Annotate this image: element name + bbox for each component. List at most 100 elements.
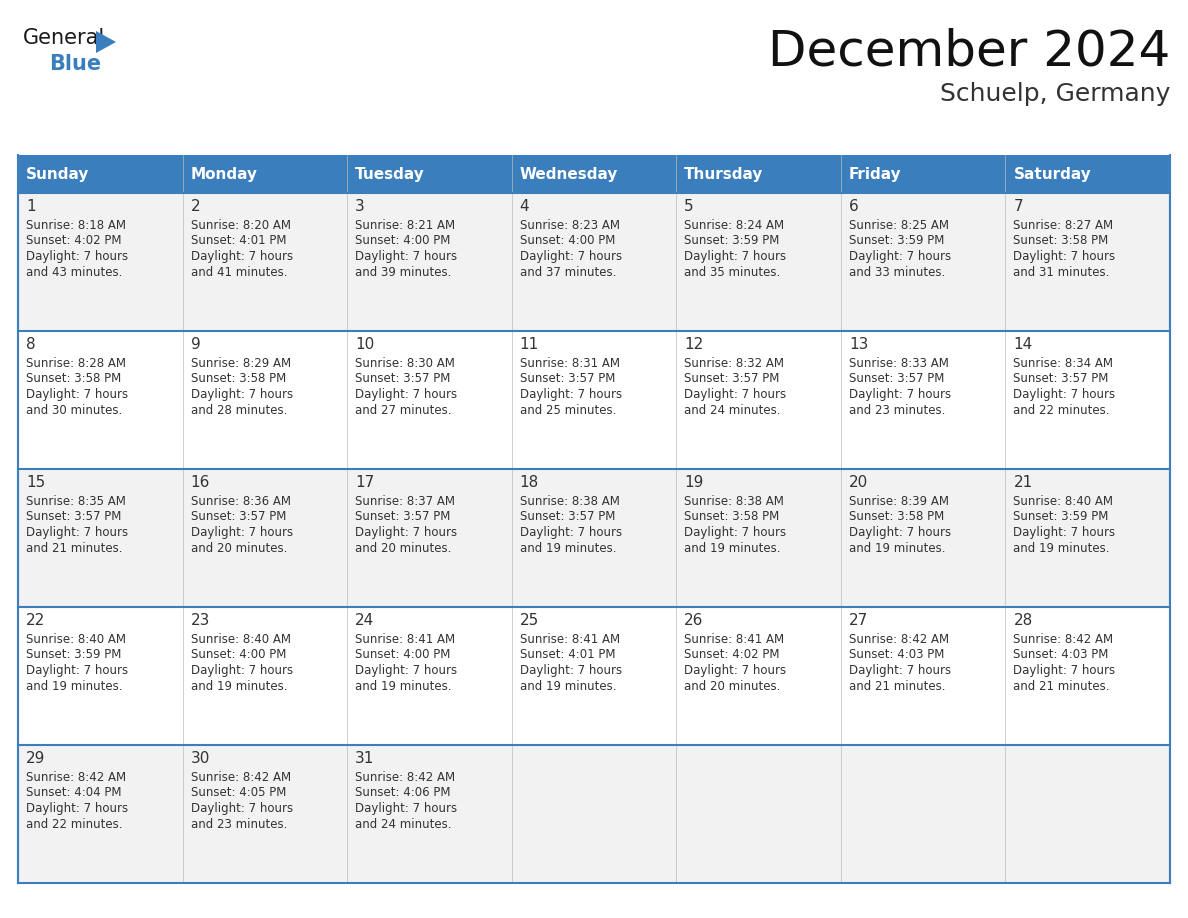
Bar (512, 607, 676, 745)
Text: Sunset: 3:57 PM: Sunset: 3:57 PM (519, 373, 615, 386)
Text: Sunrise: 8:40 AM: Sunrise: 8:40 AM (26, 633, 126, 646)
Text: and 25 minutes.: and 25 minutes. (519, 404, 617, 417)
Text: 14: 14 (1013, 337, 1032, 352)
Text: Daylight: 7 hours: Daylight: 7 hours (355, 526, 457, 539)
Text: Sunset: 3:57 PM: Sunset: 3:57 PM (26, 510, 121, 523)
Text: Sunrise: 8:28 AM: Sunrise: 8:28 AM (26, 357, 126, 370)
Text: Tuesday: Tuesday (355, 166, 425, 182)
Text: and 22 minutes.: and 22 minutes. (26, 818, 122, 831)
Text: 19: 19 (684, 475, 703, 490)
Text: 24: 24 (355, 613, 374, 628)
Text: 30: 30 (190, 751, 210, 766)
Text: Sunrise: 8:40 AM: Sunrise: 8:40 AM (190, 633, 291, 646)
Bar (18, 331, 183, 469)
Text: and 37 minutes.: and 37 minutes. (519, 265, 617, 278)
Text: Sunrise: 8:27 AM: Sunrise: 8:27 AM (1013, 219, 1113, 232)
Bar (841, 469, 1005, 607)
Text: Sunrise: 8:33 AM: Sunrise: 8:33 AM (849, 357, 949, 370)
Text: Sunset: 3:58 PM: Sunset: 3:58 PM (684, 510, 779, 523)
Text: Daylight: 7 hours: Daylight: 7 hours (355, 388, 457, 401)
Text: Sunset: 4:03 PM: Sunset: 4:03 PM (1013, 648, 1108, 662)
Text: and 43 minutes.: and 43 minutes. (26, 265, 122, 278)
Text: Daylight: 7 hours: Daylight: 7 hours (190, 250, 292, 263)
Text: Daylight: 7 hours: Daylight: 7 hours (684, 250, 786, 263)
Bar (512, 155, 676, 193)
Text: and 28 minutes.: and 28 minutes. (190, 404, 287, 417)
Text: Daylight: 7 hours: Daylight: 7 hours (26, 802, 128, 815)
Text: Daylight: 7 hours: Daylight: 7 hours (684, 664, 786, 677)
Text: Sunset: 3:58 PM: Sunset: 3:58 PM (849, 510, 944, 523)
Text: Wednesday: Wednesday (519, 166, 618, 182)
Text: Sunset: 4:00 PM: Sunset: 4:00 PM (355, 234, 450, 248)
Text: 7: 7 (1013, 199, 1023, 214)
Text: 29: 29 (26, 751, 45, 766)
Text: General: General (23, 28, 106, 48)
Text: Monday: Monday (190, 166, 258, 182)
Bar (18, 193, 183, 331)
Bar (347, 155, 512, 193)
Text: Sunrise: 8:38 AM: Sunrise: 8:38 AM (519, 495, 620, 508)
Text: Daylight: 7 hours: Daylight: 7 hours (190, 664, 292, 677)
Text: Sunset: 4:00 PM: Sunset: 4:00 PM (190, 648, 286, 662)
Text: Sunrise: 8:35 AM: Sunrise: 8:35 AM (26, 495, 126, 508)
Text: 31: 31 (355, 751, 374, 766)
Bar (676, 155, 841, 193)
Bar (183, 745, 347, 883)
Bar (841, 331, 1005, 469)
Text: Sunset: 3:58 PM: Sunset: 3:58 PM (26, 373, 121, 386)
Text: 21: 21 (1013, 475, 1032, 490)
Text: Sunrise: 8:32 AM: Sunrise: 8:32 AM (684, 357, 784, 370)
Bar (1005, 331, 1170, 469)
Text: Sunset: 3:59 PM: Sunset: 3:59 PM (849, 234, 944, 248)
Text: Daylight: 7 hours: Daylight: 7 hours (519, 526, 621, 539)
Text: and 22 minutes.: and 22 minutes. (1013, 404, 1110, 417)
Text: Sunrise: 8:40 AM: Sunrise: 8:40 AM (1013, 495, 1113, 508)
Text: and 24 minutes.: and 24 minutes. (684, 404, 781, 417)
Text: Sunday: Sunday (26, 166, 89, 182)
Text: Daylight: 7 hours: Daylight: 7 hours (26, 388, 128, 401)
Text: Sunset: 4:02 PM: Sunset: 4:02 PM (684, 648, 779, 662)
Bar (18, 745, 183, 883)
Text: and 31 minutes.: and 31 minutes. (1013, 265, 1110, 278)
Bar (676, 745, 841, 883)
Bar (512, 469, 676, 607)
Text: and 33 minutes.: and 33 minutes. (849, 265, 946, 278)
Text: Daylight: 7 hours: Daylight: 7 hours (519, 664, 621, 677)
Text: Sunrise: 8:41 AM: Sunrise: 8:41 AM (355, 633, 455, 646)
Text: Daylight: 7 hours: Daylight: 7 hours (519, 250, 621, 263)
Text: Sunrise: 8:41 AM: Sunrise: 8:41 AM (519, 633, 620, 646)
Bar (841, 155, 1005, 193)
Polygon shape (96, 31, 116, 53)
Text: Sunset: 4:01 PM: Sunset: 4:01 PM (519, 648, 615, 662)
Text: Sunset: 4:05 PM: Sunset: 4:05 PM (190, 787, 286, 800)
Text: and 23 minutes.: and 23 minutes. (849, 404, 946, 417)
Text: December 2024: December 2024 (767, 28, 1170, 76)
Text: and 23 minutes.: and 23 minutes. (190, 818, 287, 831)
Text: 10: 10 (355, 337, 374, 352)
Text: 1: 1 (26, 199, 36, 214)
Text: Blue: Blue (49, 54, 101, 74)
Bar (676, 469, 841, 607)
Text: 27: 27 (849, 613, 868, 628)
Text: Sunrise: 8:23 AM: Sunrise: 8:23 AM (519, 219, 620, 232)
Text: Schuelp, Germany: Schuelp, Germany (940, 82, 1170, 106)
Text: Sunrise: 8:31 AM: Sunrise: 8:31 AM (519, 357, 620, 370)
Text: and 19 minutes.: and 19 minutes. (1013, 542, 1110, 554)
Bar (18, 155, 183, 193)
Text: Daylight: 7 hours: Daylight: 7 hours (684, 526, 786, 539)
Text: and 21 minutes.: and 21 minutes. (1013, 679, 1110, 692)
Text: Sunrise: 8:42 AM: Sunrise: 8:42 AM (355, 771, 455, 784)
Text: Daylight: 7 hours: Daylight: 7 hours (26, 526, 128, 539)
Text: Daylight: 7 hours: Daylight: 7 hours (355, 802, 457, 815)
Bar (347, 469, 512, 607)
Text: 3: 3 (355, 199, 365, 214)
Text: 6: 6 (849, 199, 859, 214)
Bar (18, 469, 183, 607)
Text: 11: 11 (519, 337, 539, 352)
Bar (347, 331, 512, 469)
Text: Sunset: 4:03 PM: Sunset: 4:03 PM (849, 648, 944, 662)
Bar (841, 193, 1005, 331)
Bar (841, 607, 1005, 745)
Text: and 41 minutes.: and 41 minutes. (190, 265, 287, 278)
Text: 23: 23 (190, 613, 210, 628)
